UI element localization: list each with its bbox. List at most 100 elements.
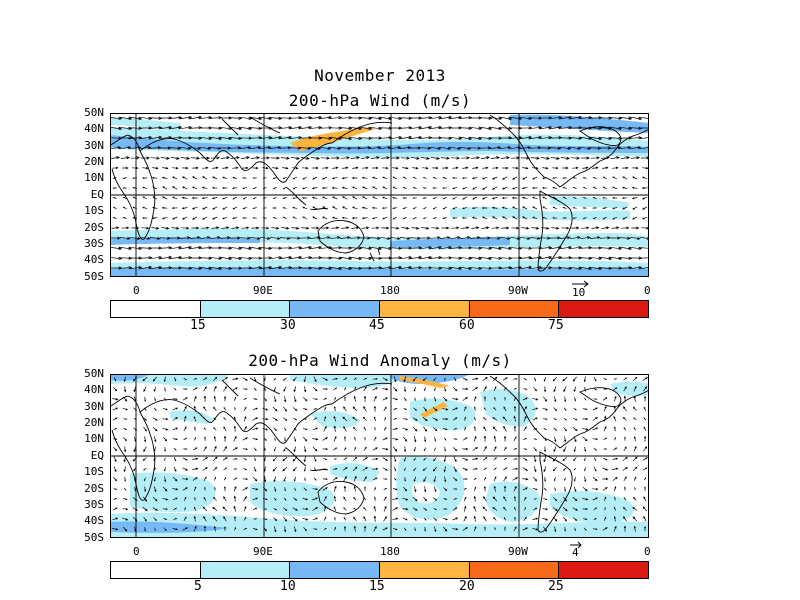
wind-vector	[352, 196, 358, 200]
wind-vector	[273, 386, 277, 392]
wind-vector	[433, 497, 438, 501]
wind-vector	[502, 377, 508, 381]
wind-vector	[392, 488, 398, 491]
wind-vector	[412, 376, 417, 382]
wind-vectors	[110, 115, 649, 271]
wind-vector	[533, 427, 538, 430]
wind-vector	[503, 425, 507, 432]
wind-vector	[429, 236, 441, 240]
wind-vector	[323, 528, 327, 530]
wind-vector	[343, 496, 347, 502]
wind-vector	[333, 415, 337, 422]
wind-vector	[542, 508, 549, 511]
wind-vector	[268, 255, 283, 260]
wind-vector	[431, 226, 440, 230]
wind-vector	[584, 467, 586, 472]
wind-vector	[181, 207, 188, 210]
wind-vector	[393, 456, 397, 463]
wind-vector	[452, 196, 457, 200]
wind-vector	[453, 498, 458, 500]
wind-vector	[222, 166, 229, 169]
wind-vector	[623, 446, 627, 452]
wind-vector	[572, 376, 577, 382]
wind-vector	[113, 386, 118, 392]
wind-vector	[493, 386, 497, 392]
wind-vector	[493, 516, 497, 521]
wind-vector	[253, 518, 258, 520]
wind-vector	[233, 468, 238, 470]
wind-vector	[233, 416, 236, 422]
wind-vector	[603, 378, 608, 381]
wind-vector	[331, 176, 338, 180]
wind-vector	[439, 236, 451, 240]
wind-vector	[189, 146, 202, 151]
wind-vector	[392, 528, 398, 531]
wind-vector	[560, 156, 570, 160]
wind-vector	[552, 516, 558, 522]
wind-vector	[593, 507, 598, 511]
wind-vector	[344, 396, 346, 402]
wind-vector	[313, 408, 318, 410]
wind-vector	[403, 436, 408, 442]
wind-vector	[122, 206, 127, 210]
wind-vector	[522, 467, 528, 471]
wind-vector	[641, 186, 648, 190]
wind-vector	[582, 196, 587, 199]
wind-vector	[272, 186, 277, 190]
wind-vector	[524, 506, 526, 511]
wind-vector	[152, 196, 158, 200]
wind-vector	[164, 476, 167, 483]
wind-vector	[623, 516, 627, 522]
wind-vector	[268, 135, 283, 140]
wind-vector	[392, 398, 398, 401]
wind-vector	[252, 217, 257, 219]
wind-vector	[503, 446, 507, 451]
wind-vector	[243, 496, 247, 502]
wind-vector	[643, 446, 648, 452]
wind-vector	[238, 246, 253, 251]
wind-vector	[110, 146, 122, 150]
wind-vector	[113, 456, 117, 463]
wind-vector	[392, 207, 398, 210]
wind-vector	[541, 226, 550, 230]
wind-vector	[440, 156, 451, 160]
wind-vector	[312, 386, 318, 392]
wind-vector	[543, 386, 547, 393]
wind-vector	[619, 145, 632, 150]
wind-vector	[543, 498, 548, 501]
wind-vector	[172, 398, 178, 401]
colorbar-bin	[290, 301, 381, 317]
lat-label: 30S	[84, 498, 104, 511]
wind-vector	[492, 186, 498, 190]
wind-vector	[452, 407, 459, 411]
wind-vector	[293, 386, 297, 393]
wind-vector	[232, 457, 238, 460]
wind-vector	[573, 386, 577, 393]
wind-vector	[602, 527, 608, 531]
wind-vector	[200, 156, 211, 160]
wind-vector	[492, 507, 498, 511]
wind-vector	[121, 226, 130, 230]
wind-vector	[239, 146, 252, 150]
colorbar-label: 10	[280, 579, 296, 594]
wind-vector	[203, 516, 207, 522]
wind-vector	[399, 146, 412, 150]
wind-vector	[623, 406, 627, 412]
wind-vector	[632, 406, 637, 412]
wind-vector	[513, 495, 516, 502]
wind-vector	[564, 477, 566, 481]
wind-vector	[598, 256, 613, 261]
wind-vector	[269, 146, 282, 150]
wind-vector	[312, 497, 319, 501]
wind-vector	[382, 196, 388, 200]
wind-vector	[233, 515, 236, 522]
wind-vector	[303, 418, 308, 420]
reference-vector-label: 4	[572, 546, 579, 559]
wind-vector	[202, 176, 208, 180]
wind-vector	[483, 446, 487, 452]
wind-vector	[533, 438, 538, 440]
wind-vector	[303, 376, 306, 383]
wind-vector	[333, 435, 337, 442]
wind-vector	[502, 176, 508, 180]
wind-vector	[342, 416, 348, 422]
